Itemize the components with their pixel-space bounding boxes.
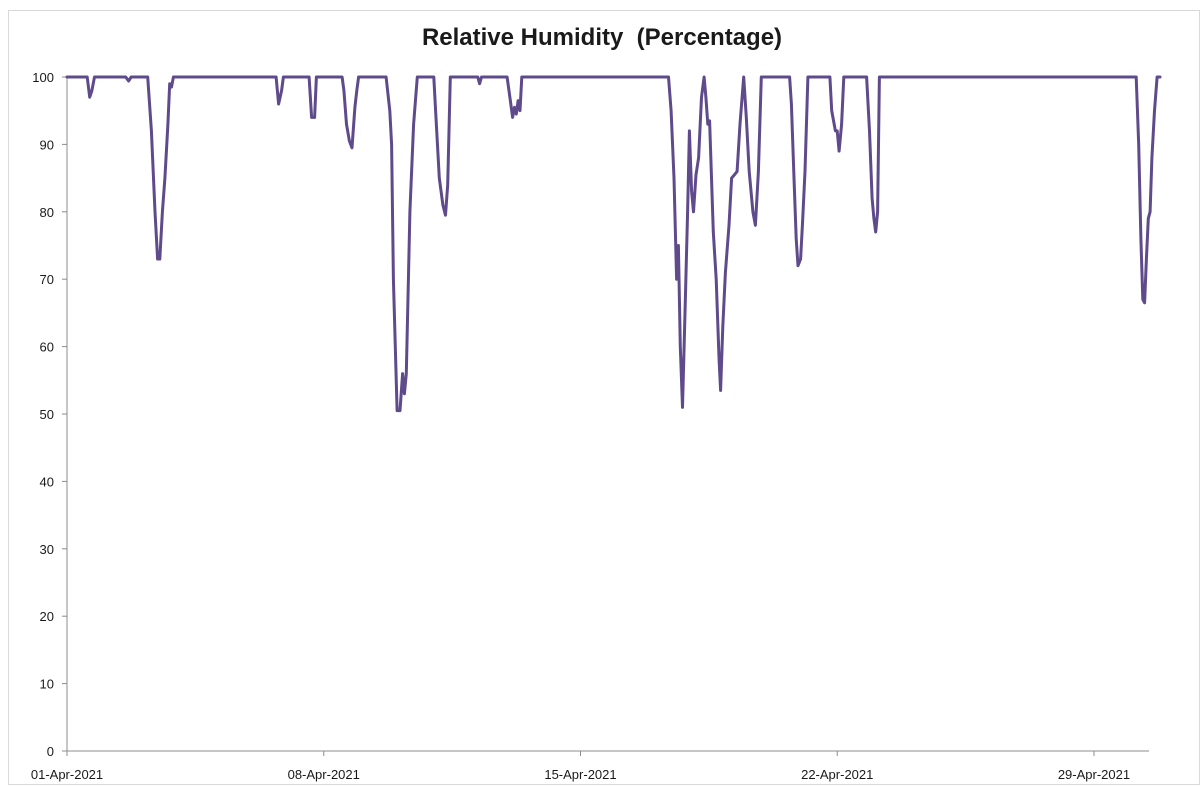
x-tick-label: 29-Apr-2021 (1058, 767, 1130, 782)
y-tick-label: 70 (40, 272, 54, 287)
y-tick-label: 80 (40, 205, 54, 220)
y-axis-ticks: 0 10 20 30 40 50 60 70 80 90 100 (32, 70, 67, 759)
x-tick-label: 22-Apr-2021 (801, 767, 873, 782)
chart-title: Relative Humidity (Percentage) (421, 24, 783, 51)
x-axis-ticks: 01-Apr-2021 08-Apr-2021 15-Apr-2021 22-Apr-… (31, 751, 1130, 782)
x-tick-label: 15-Apr-2021 (544, 767, 616, 782)
y-tick-label: 40 (40, 474, 54, 489)
series-line (65, 75, 1162, 413)
x-tick-label: 08-Apr-2021 (288, 767, 360, 782)
series-layer (65, 75, 1162, 413)
x-tick-label: 01-Apr-2021 (31, 767, 103, 782)
y-tick-label: 20 (40, 609, 54, 624)
y-tick-label: 0 (47, 744, 54, 759)
y-tick-label: 50 (40, 407, 54, 422)
y-tick-label: 100 (32, 70, 54, 85)
y-tick-label: 60 (40, 340, 54, 355)
y-tick-label: 10 (40, 677, 54, 692)
y-tick-label: 30 (40, 542, 54, 557)
y-tick-label: 90 (40, 137, 54, 152)
chart-area (8, 10, 1200, 785)
